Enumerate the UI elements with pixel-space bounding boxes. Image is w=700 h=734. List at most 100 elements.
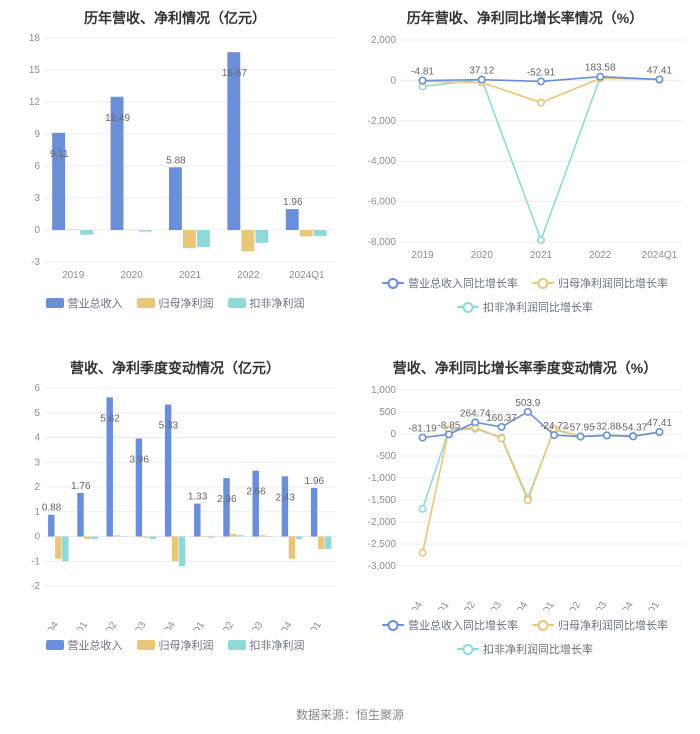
- svg-text:18: 18: [29, 33, 41, 44]
- svg-text:2.66: 2.66: [246, 487, 266, 498]
- svg-text:2022Q3: 2022Q3: [121, 620, 149, 630]
- svg-text:2024Q1: 2024Q1: [289, 270, 325, 281]
- svg-text:-6,000: -6,000: [368, 197, 397, 208]
- legend-item: 营业总收入: [46, 637, 123, 653]
- svg-text:-1: -1: [31, 556, 40, 567]
- svg-text:2023Q2: 2023Q2: [556, 600, 584, 610]
- legend-item: 归母净利润同比增长率: [532, 617, 668, 633]
- legend-swatch: [228, 298, 246, 308]
- svg-text:-8.85: -8.85: [437, 420, 460, 431]
- chart2-title: 历年营收、净利同比增长率情况（%）: [356, 8, 694, 28]
- legend-swatch: [382, 282, 404, 284]
- svg-text:2023Q1: 2023Q1: [180, 620, 208, 630]
- svg-text:2022: 2022: [589, 250, 612, 261]
- svg-text:9.11: 9.11: [50, 149, 69, 160]
- legend-label: 营业总收入: [68, 637, 123, 653]
- svg-text:15: 15: [29, 65, 41, 76]
- svg-text:-1,500: -1,500: [368, 495, 397, 506]
- chart1-legend: 营业总收入 归母净利润扣非净利润: [6, 295, 344, 311]
- svg-text:-57.95: -57.95: [566, 423, 595, 434]
- svg-text:500: 500: [379, 407, 396, 418]
- legend-label: 归母净利润: [159, 295, 214, 311]
- legend-swatch: [457, 306, 479, 308]
- svg-text:2022Q4: 2022Q4: [503, 600, 531, 610]
- svg-text:2: 2: [34, 482, 40, 493]
- legend-item: 扣非净利润同比增长率: [457, 299, 593, 315]
- chart2-plot: -8,000-6,000-4,000-2,00002,0002019202020…: [356, 30, 694, 273]
- svg-text:2022Q2: 2022Q2: [92, 620, 120, 630]
- legend-item: 扣非净利润: [228, 637, 305, 653]
- svg-text:-81.19: -81.19: [408, 424, 437, 435]
- legend-label: 营业总收入同比增长率: [408, 275, 518, 291]
- svg-text:37.12: 37.12: [469, 66, 494, 77]
- svg-text:6: 6: [34, 161, 40, 172]
- legend-item: 营业总收入同比增长率: [382, 275, 518, 291]
- svg-text:12: 12: [29, 97, 41, 108]
- svg-text:1.96: 1.96: [283, 197, 303, 208]
- svg-text:2022Q3: 2022Q3: [477, 600, 505, 610]
- svg-text:-24.72: -24.72: [540, 421, 569, 432]
- svg-text:47.41: 47.41: [647, 65, 672, 76]
- chart1-plot: -3036912151820199.11202012.4920215.88202…: [6, 30, 344, 293]
- legend-item: 营业总收入同比增长率: [382, 617, 518, 633]
- svg-text:12.49: 12.49: [105, 113, 130, 124]
- legend-swatch: [46, 640, 64, 650]
- svg-text:5.88: 5.88: [166, 155, 186, 166]
- chart3-legend: 营业总收入 归母净利润 扣非净利润: [6, 637, 344, 653]
- svg-text:503.9: 503.9: [515, 398, 540, 409]
- legend-item: 归母净利润同比增长率: [532, 275, 668, 291]
- legend-label: 归母净利润: [159, 637, 214, 653]
- svg-text:-2,000: -2,000: [368, 517, 397, 528]
- svg-text:0: 0: [390, 75, 396, 86]
- legend-item: 归母净利润: [137, 295, 214, 311]
- legend-swatch: [532, 282, 554, 284]
- svg-text:2020: 2020: [471, 250, 494, 261]
- panel-annual-growth: 历年营收、净利同比增长率情况（%） -8,000-6,000-4,000-2,0…: [350, 0, 700, 350]
- svg-text:2022Q1: 2022Q1: [424, 600, 452, 610]
- svg-text:2,000: 2,000: [371, 35, 396, 46]
- svg-text:16.67: 16.67: [222, 68, 247, 79]
- svg-text:-3,000: -3,000: [368, 561, 397, 572]
- chart4-title: 营收、净利同比增长率季度变动情况（%）: [356, 358, 694, 378]
- chart3-plot: -2-101234562021Q40.882022Q11.762022Q25.6…: [6, 380, 344, 635]
- legend-item: 归母净利润: [137, 637, 214, 653]
- legend-label: 扣非净利润同比增长率: [483, 299, 593, 315]
- chart1-title: 历年营收、净利情况（亿元）: [6, 8, 344, 28]
- svg-text:-54.37: -54.37: [619, 422, 648, 433]
- svg-text:0: 0: [34, 532, 40, 543]
- legend-label: 扣非净利润: [250, 637, 305, 653]
- legend-label: 营业总收入: [68, 295, 123, 311]
- svg-text:-4,000: -4,000: [368, 156, 397, 167]
- legend-swatch: [137, 298, 155, 308]
- svg-text:5.33: 5.33: [159, 421, 179, 432]
- svg-text:-2,500: -2,500: [368, 539, 397, 550]
- legend-item: 扣非净利润同比增长率: [457, 641, 593, 657]
- svg-text:5: 5: [34, 408, 40, 419]
- legend-item: 营业总收入: [46, 295, 123, 311]
- svg-text:2023Q1: 2023Q1: [529, 600, 557, 610]
- svg-text:2023Q4: 2023Q4: [267, 620, 295, 630]
- legend-label: 扣非净利润同比增长率: [483, 641, 593, 657]
- legend-swatch: [532, 624, 554, 626]
- svg-text:2020: 2020: [120, 270, 143, 281]
- svg-text:9: 9: [34, 129, 40, 140]
- svg-text:2022Q4: 2022Q4: [151, 620, 179, 630]
- svg-text:-52.91: -52.91: [527, 67, 556, 78]
- svg-text:2023Q4: 2023Q4: [608, 600, 636, 610]
- legend-item: 扣非净利润: [228, 295, 305, 311]
- svg-text:2024Q1: 2024Q1: [297, 620, 325, 630]
- svg-text:2019: 2019: [411, 250, 434, 261]
- svg-text:1.33: 1.33: [188, 492, 208, 503]
- svg-text:2022Q2: 2022Q2: [450, 600, 478, 610]
- svg-text:5.62: 5.62: [100, 413, 120, 424]
- svg-text:-4.81: -4.81: [411, 66, 434, 77]
- svg-text:2019: 2019: [62, 270, 85, 281]
- panel-quarter-values: 营收、净利季度变动情况（亿元） -2-101234562021Q40.88202…: [0, 350, 350, 700]
- data-source: 数据来源：恒生聚源: [0, 700, 700, 729]
- svg-text:0: 0: [34, 225, 40, 236]
- svg-text:160.37: 160.37: [486, 413, 517, 424]
- svg-text:2.43: 2.43: [275, 492, 295, 503]
- svg-text:2023Q3: 2023Q3: [582, 600, 610, 610]
- panel-annual-values: 历年营收、净利情况（亿元） -3036912151820199.11202012…: [0, 0, 350, 350]
- legend-swatch: [228, 640, 246, 650]
